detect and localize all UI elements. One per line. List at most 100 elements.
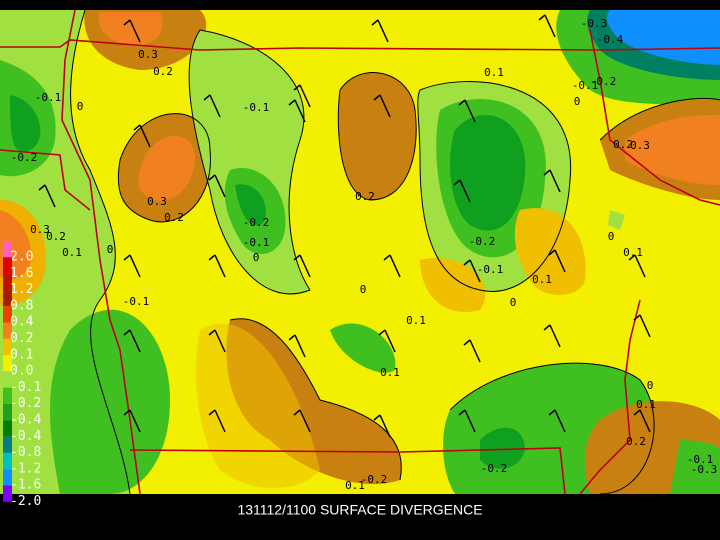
contour-label: 0	[77, 100, 84, 113]
contour-label: -0.1	[477, 263, 504, 276]
color-bar-swatch	[3, 420, 12, 437]
wind-barb	[129, 19, 141, 43]
wind-barb-flag	[123, 329, 131, 336]
wind-barb-flag	[133, 124, 141, 131]
contour-label: 0	[574, 95, 581, 108]
color-bar: 2.01.61.20.8 0.40.20.1 0.0-0.1-0.2 -0.4-0.4…	[3, 241, 41, 509]
wind-barb-flag	[453, 179, 461, 186]
wind-barb-flag	[628, 254, 636, 261]
wind-barb-flag	[463, 339, 471, 346]
color-bar-label: -0.2	[10, 396, 41, 411]
color-bar-label: 0.1	[10, 347, 33, 362]
contour-label: -0.1	[687, 453, 714, 466]
contour-label: -0.3	[691, 463, 718, 476]
contour-label: 0.1	[623, 246, 643, 259]
wind-barb-flag	[293, 254, 301, 261]
wind-barb-flag	[371, 19, 379, 26]
fields	[0, 10, 720, 494]
contour-label: 0.2	[164, 211, 184, 224]
wind-barb	[464, 99, 476, 123]
wind-barb	[389, 254, 401, 278]
color-bar-swatch	[3, 322, 12, 339]
color-bar-swatch	[3, 387, 12, 404]
state-borders	[0, 9, 720, 495]
color-bar-label: -1.6	[10, 478, 41, 493]
wind-barb-flag	[458, 409, 466, 416]
wind-barb-flag	[123, 19, 131, 26]
contour-label: 0.3	[138, 48, 158, 61]
contour-label: -0.1	[572, 79, 599, 92]
contour-label: -0.2	[590, 75, 617, 88]
contour-label: 0.1	[484, 66, 504, 79]
color-bar-swatch	[3, 436, 12, 453]
wind-barb-flag	[378, 329, 386, 336]
wind-barb	[299, 254, 311, 278]
contour-label: 0	[510, 296, 517, 309]
wind-barb-flag	[383, 254, 391, 261]
wind-barb	[129, 254, 141, 278]
color-bar-swatch	[3, 257, 12, 274]
wind-barb	[294, 334, 306, 358]
wind-barb-flag	[458, 99, 466, 106]
wind-barb-flag	[123, 254, 131, 261]
wind-barb-flag	[633, 409, 641, 416]
color-bar-label: 1.6	[10, 266, 33, 281]
color-bar-swatch	[3, 355, 12, 372]
wind-barb	[214, 409, 226, 433]
wind-barb-flag	[373, 414, 381, 421]
wind-barb-flag	[548, 409, 556, 416]
wind-barb	[139, 124, 151, 148]
contour-label: 0.3	[30, 223, 50, 236]
color-bar-label: 2.0	[10, 250, 33, 265]
contour-label: -0.1	[35, 91, 62, 104]
wind-barb	[379, 94, 391, 118]
contour-label: 0.1	[345, 479, 365, 492]
color-bar-swatch	[3, 241, 12, 258]
caption: 131112/1100 SURFACE DIVERGENCE	[237, 502, 482, 518]
wind-barb	[384, 329, 396, 353]
wind-barb	[634, 254, 646, 278]
wind-barb	[639, 314, 651, 338]
contour-label: 0	[647, 379, 654, 392]
color-bar-swatch	[3, 404, 12, 421]
wind-barb	[294, 99, 306, 123]
wind-barb	[299, 84, 311, 108]
wind-barb	[377, 19, 389, 43]
wind-barb-flag	[208, 329, 216, 336]
contour-label: 0.3	[147, 195, 167, 208]
wind-barb	[554, 409, 566, 433]
contour-label: 0.1	[380, 366, 400, 379]
contour-label: 0.1	[62, 246, 82, 259]
wind-barb	[44, 184, 56, 208]
wind-barb	[214, 174, 226, 198]
contour-label: 0.2	[46, 230, 66, 243]
contour-label: 0	[253, 251, 260, 264]
wind-barb	[464, 409, 476, 433]
contour-label: 0.2	[355, 190, 375, 203]
contour-label: 0.2	[626, 435, 646, 448]
wind-barb-flag	[203, 94, 211, 101]
wind-barb-flag	[543, 324, 551, 331]
color-bar-label: 0.8	[10, 298, 33, 313]
color-bar-label: 0.2	[10, 331, 33, 346]
wind-barb-flag	[123, 409, 131, 416]
wind-barb	[639, 409, 651, 433]
wind-barb	[554, 249, 566, 273]
contour-label: -0.2	[469, 235, 496, 248]
contour-label: 0.1	[406, 314, 426, 327]
wind-barb-flag	[208, 254, 216, 261]
contour-label: 0.3	[630, 139, 650, 152]
contour-label: 0	[360, 283, 367, 296]
wind-barb	[544, 14, 556, 38]
wind-barb	[379, 414, 391, 438]
color-bar-label: -0.8	[10, 445, 41, 460]
contour-label: 0.1	[532, 273, 552, 286]
color-bar-swatch	[3, 306, 12, 323]
color-bar-swatch	[3, 371, 12, 388]
color-bar-swatch	[3, 452, 12, 470]
wind-barb	[299, 409, 311, 433]
color-bar-label: -0.4	[10, 429, 41, 444]
contour-labels: 0.30.2-0.10-0.20.30.2-0.10.20.1-0.3-0.4-…	[11, 17, 718, 492]
wind-barb	[469, 339, 481, 363]
